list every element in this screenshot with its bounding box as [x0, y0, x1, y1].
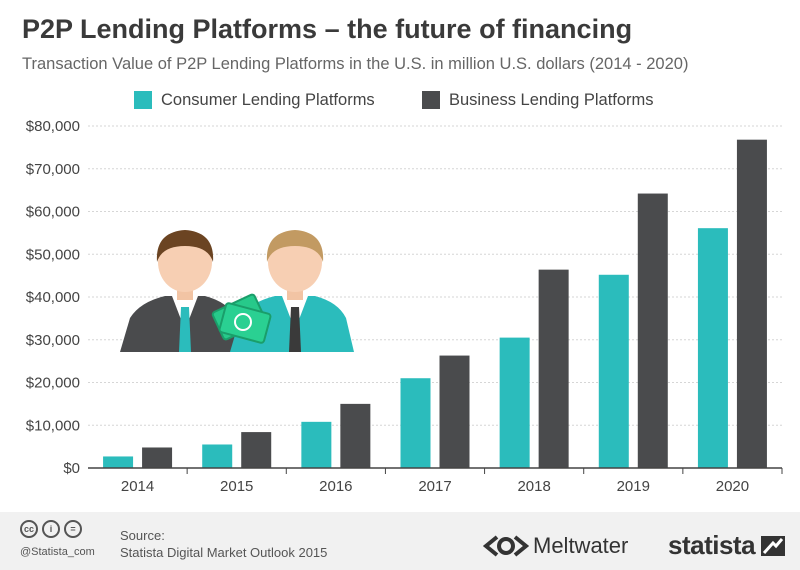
source-text: Statista Digital Market Outlook 2015: [120, 545, 328, 560]
y-tick-label: $70,000: [26, 161, 80, 178]
bar-consumer-2018: [499, 337, 530, 468]
bar-business-2019: [637, 193, 668, 469]
legend-item-consumer: Consumer Lending Platforms: [134, 90, 375, 110]
nd-icon: =: [64, 520, 82, 538]
statista-wordmark: statista: [668, 530, 756, 560]
x-tick-label-2017: 2017: [418, 478, 451, 495]
license-icons: cc i =: [20, 520, 86, 538]
y-tick-label: $0: [63, 460, 80, 477]
bar-business-2016: [340, 403, 371, 468]
business-people-illustration: [120, 230, 354, 352]
legend-label-consumer: Consumer Lending Platforms: [161, 90, 375, 109]
bar-consumer-2020: [697, 228, 728, 468]
cc-icon: cc: [20, 520, 38, 538]
x-tick-label-2019: 2019: [617, 478, 650, 495]
bar-business-2017: [439, 355, 470, 468]
bar-consumer-2017: [400, 378, 431, 468]
legend-swatch-consumer: [134, 91, 152, 109]
meltwater-mark-icon: [483, 535, 529, 557]
y-tick-label: $50,000: [26, 246, 80, 263]
y-tick-label: $60,000: [26, 204, 80, 221]
bar-consumer-2015: [202, 444, 233, 468]
y-tick-label: $80,000: [26, 118, 80, 135]
source-label: Source:: [120, 528, 165, 543]
meltwater-wordmark: Meltwater: [533, 533, 629, 558]
bar-consumer-2014: [103, 456, 134, 468]
statista-mark-icon: [761, 535, 786, 556]
bar-consumer-2016: [301, 421, 332, 468]
chart-subtitle: Transaction Value of P2P Lending Platfor…: [22, 55, 689, 73]
person-dark-suit-icon: [120, 230, 244, 352]
x-tick-label-2014: 2014: [121, 478, 154, 495]
bar-business-2015: [241, 432, 272, 468]
x-tick-label-2018: 2018: [517, 478, 550, 495]
legend-label-business: Business Lending Platforms: [449, 90, 654, 109]
money-bills-icon: [211, 293, 272, 344]
legend-item-business: Business Lending Platforms: [422, 90, 654, 110]
y-tick-label: $30,000: [26, 332, 80, 349]
footer-band: [0, 512, 800, 570]
chart-title: P2P Lending Platforms – the future of fi…: [22, 14, 633, 44]
y-tick-label: $40,000: [26, 289, 80, 306]
x-tick-label-2020: 2020: [716, 478, 749, 495]
bar-business-2018: [538, 269, 569, 468]
statista-handle: @Statista_com: [20, 546, 95, 558]
y-tick-label: $10,000: [26, 417, 80, 434]
legend-swatch-business: [422, 91, 440, 109]
meltwater-logo: Meltwater: [483, 533, 628, 559]
bar-consumer-2019: [598, 274, 629, 468]
axis-layer: $0 $10,000 $20,000 $30,000 $40,000 $50,000 $60…: [26, 118, 783, 495]
y-tick-label: $20,000: [26, 375, 80, 392]
x-tick-label-2016: 2016: [319, 478, 352, 495]
by-icon: i: [42, 520, 60, 538]
bars-layer: [103, 139, 767, 469]
bar-business-2014: [142, 447, 173, 468]
statista-logo: statista: [668, 530, 787, 561]
bar-business-2020: [736, 139, 767, 468]
bar-chart: $0 $10,000 $20,000 $30,000 $40,000 $50,000 $60…: [26, 118, 783, 495]
x-tick-label-2015: 2015: [220, 478, 253, 495]
